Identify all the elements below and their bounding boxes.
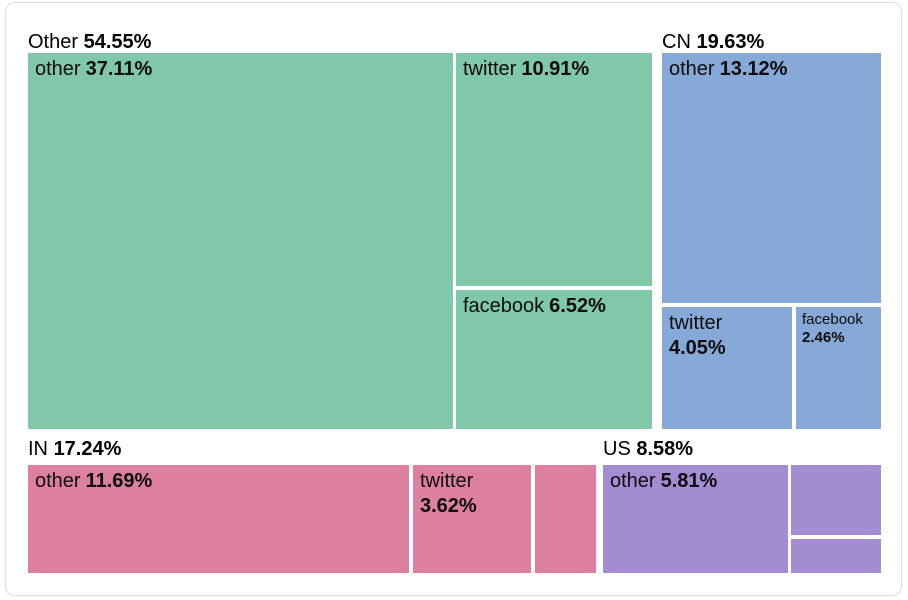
tile-name: facebook: [802, 311, 863, 328]
group-share: 54.55%: [83, 31, 152, 53]
group-share: 17.24%: [53, 438, 122, 460]
group-label-us: US 8.58%: [603, 437, 693, 461]
group-code: IN: [28, 438, 48, 460]
tile-share: 6.52%: [549, 295, 606, 317]
tile-share: 5.81%: [660, 470, 718, 492]
tile-other-facebook[interactable]: facebook 6.52%: [456, 290, 652, 429]
group-code: Other: [28, 31, 79, 53]
tile-other-other[interactable]: other 37.11%: [28, 53, 453, 429]
tile-name: twitter: [463, 58, 517, 80]
tile-in-other[interactable]: other 11.69%: [28, 465, 409, 573]
group-share: 19.63%: [696, 31, 765, 53]
group-share: 8.58%: [636, 438, 694, 460]
tile-name: facebook: [463, 295, 545, 317]
tile-share: 4.05%: [669, 337, 726, 359]
tile-cn-facebook[interactable]: facebook 2.46%: [796, 307, 881, 429]
tile-us-other[interactable]: other 5.81%: [603, 465, 788, 573]
tile-name: other: [669, 58, 715, 80]
group-code: US: [603, 438, 631, 460]
tile-share: 3.62%: [420, 495, 477, 517]
tile-name: twitter: [669, 312, 723, 334]
tile-name: other: [35, 470, 81, 492]
tile-cn-twitter[interactable]: twitter 4.05%: [662, 307, 792, 429]
tile-name: twitter: [420, 470, 474, 492]
tile-share: 13.12%: [719, 58, 788, 80]
group-label-in: IN 17.24%: [28, 437, 121, 461]
tile-name: other: [610, 470, 656, 492]
tile-share: 37.11%: [85, 58, 153, 80]
tile-other-twitter[interactable]: twitter 10.91%: [456, 53, 652, 286]
tile-us-twitter-unlabeled[interactable]: [791, 465, 881, 535]
tile-share: 10.91%: [521, 58, 590, 80]
tile-share: 11.69%: [85, 470, 153, 492]
tile-share: 2.46%: [802, 329, 845, 346]
tile-in-facebook-unlabeled[interactable]: [535, 465, 596, 573]
tile-in-twitter[interactable]: twitter 3.62%: [413, 465, 531, 573]
group-label-cn: CN 19.63%: [662, 30, 764, 54]
tile-name: other: [35, 58, 81, 80]
group-label-other: Other 54.55%: [28, 30, 151, 54]
tile-cn-other[interactable]: other 13.12%: [662, 53, 881, 303]
group-code: CN: [662, 31, 691, 53]
tile-us-facebook-unlabeled[interactable]: [791, 539, 881, 573]
